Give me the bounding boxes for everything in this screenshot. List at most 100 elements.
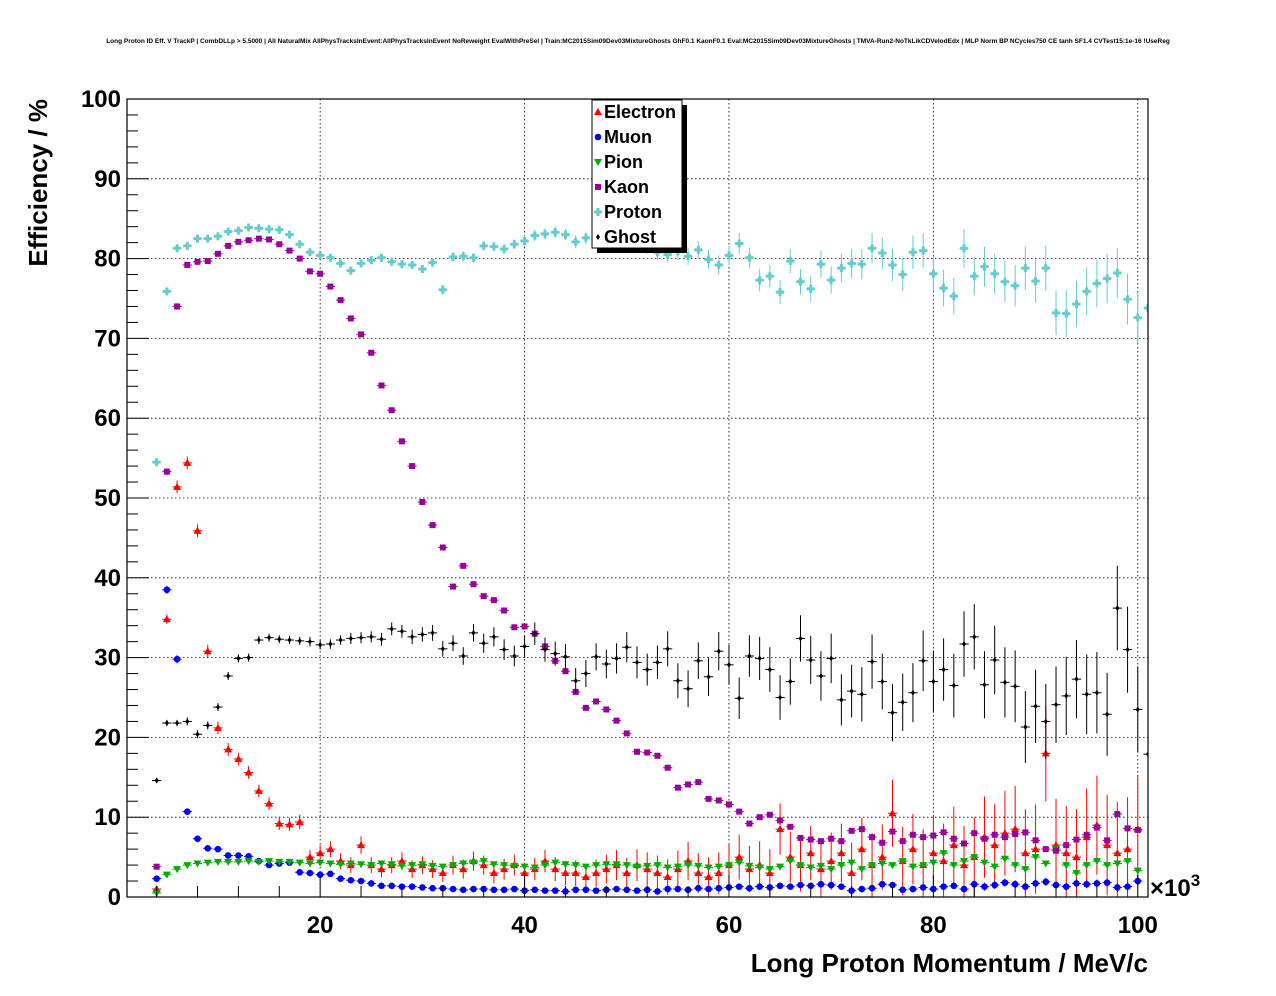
muon-point [572,886,579,894]
kaon-point [450,583,457,590]
proton-point [1154,272,1162,280]
kaon-point [562,668,569,675]
ghost-point [164,720,169,727]
y-tick-label: 30 [94,645,121,672]
electron-point [438,869,447,877]
muon-point [786,883,794,890]
kaon-point [521,623,528,630]
ghost-point [236,655,241,662]
electron-point [592,869,601,877]
ghost-point [175,720,180,727]
proton-point [827,276,836,285]
ghost-point [502,646,507,653]
kaon-point [1053,847,1060,854]
muon-point [1083,880,1090,888]
proton-point [285,230,294,239]
kaon-point [787,823,794,830]
muon-point [1042,878,1050,886]
electron-point [1062,849,1071,857]
kaon-point [797,834,804,841]
proton-point [745,253,754,262]
ghost-point [410,633,415,640]
kaon-point [255,235,262,242]
electron-point [326,845,335,853]
kaon-point [1012,830,1019,837]
electron-point [254,786,263,794]
pion-point [643,862,652,870]
proton-point [806,284,815,293]
ghost-point [624,644,629,651]
ghost-point [931,678,936,685]
ghost-point [379,636,384,643]
ghost-point [195,731,200,738]
proton-point [1123,295,1132,304]
pion-point [377,860,386,868]
electron-point [162,615,171,623]
ghost-point [900,699,905,706]
pion-point [213,858,222,866]
pion-point [520,863,529,871]
ghost-point [369,633,374,640]
kaon-point [777,817,784,824]
muon-point [868,884,876,892]
muon-point [919,884,927,891]
proton-point [183,241,192,250]
ghost-point [328,641,333,648]
proton-point [173,244,182,253]
kaon-point [582,704,589,711]
pion-point [673,863,682,871]
pion-point [704,864,713,872]
muon-point [245,853,252,860]
kaon-point [654,752,661,759]
y-tick-label: 20 [94,724,121,751]
ghost-point [318,641,323,648]
proton-point [1144,304,1148,313]
muon-point [991,881,998,889]
pion-point [1123,858,1132,866]
ghost-point [543,646,548,653]
proton-point [428,258,437,267]
muon-point [327,870,334,878]
kaon-point [388,407,395,414]
pion-point [326,860,335,868]
pion-point [571,862,580,870]
ghost-point [277,636,282,643]
proton-point [1041,264,1050,273]
pion-point [336,861,345,869]
kaon-point [879,839,886,846]
series-pion [152,846,1143,897]
proton-point [908,248,917,257]
electron-point [1031,845,1040,853]
kaon-point [817,838,824,845]
proton-point [418,264,427,273]
kaon-point [347,315,354,322]
electron-point [224,745,233,753]
kaon-point [623,730,630,737]
kaon-point [644,749,651,756]
electron-point [704,873,713,881]
kaon-point [1083,831,1090,838]
pion-point [776,863,785,871]
kaon-point [593,698,600,705]
electron-point [193,526,202,534]
electron-point [357,841,366,849]
kaon-point [715,797,722,804]
pion-point [173,866,182,874]
pion-point [714,863,723,871]
kaon-point [1022,829,1029,836]
pion-point [622,862,631,870]
pion-point [418,861,427,869]
x-axis-exponent-power: 3 [1191,871,1200,890]
kaon-point [490,597,497,604]
muon-point [1001,879,1009,886]
x-axis-exponent: ×103 [1150,871,1200,902]
data-series [152,220,1162,897]
muon-point [1114,884,1121,891]
pion-point [684,862,693,870]
ghost-point [992,656,997,663]
pion-point [541,862,550,870]
muon-point [1093,880,1101,887]
ghost-point [1125,646,1130,653]
proton-point [213,232,222,241]
pion-point [428,862,437,870]
